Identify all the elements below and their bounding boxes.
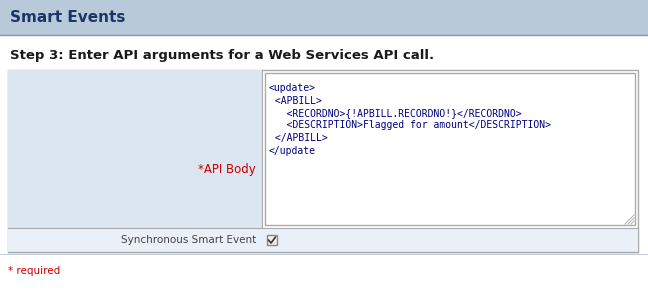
Text: Smart Events: Smart Events <box>10 10 125 25</box>
Bar <box>8 70 262 228</box>
Bar <box>8 70 638 252</box>
Text: </update: </update <box>269 146 316 155</box>
Text: *API Body: *API Body <box>198 164 256 176</box>
Text: <DESCRIPTION>Flagged for amount</DESCRIPTION>: <DESCRIPTION>Flagged for amount</DESCRIP… <box>269 121 551 130</box>
Bar <box>267 235 277 245</box>
Text: Synchronous Smart Event: Synchronous Smart Event <box>121 235 256 245</box>
Bar <box>0 0 648 35</box>
Text: Step 3: Enter API arguments for a Web Services API call.: Step 3: Enter API arguments for a Web Se… <box>10 49 434 62</box>
Text: <APBILL>: <APBILL> <box>269 95 322 106</box>
Bar <box>0 35 648 70</box>
Text: <RECORDNO>{!APBILL.RECORDNO!}</RECORDNO>: <RECORDNO>{!APBILL.RECORDNO!}</RECORDNO> <box>269 108 522 118</box>
Bar <box>8 228 638 252</box>
Text: <update>: <update> <box>269 83 316 93</box>
Bar <box>265 73 635 225</box>
Text: * required: * required <box>8 266 60 276</box>
Text: </APBILL>: </APBILL> <box>269 133 328 143</box>
